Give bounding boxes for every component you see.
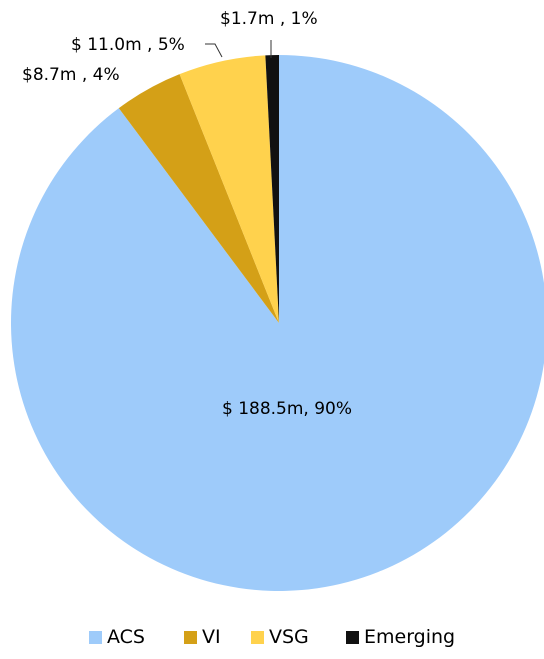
legend: ACS VI VSG Emerging	[89, 626, 455, 648]
pie-slice-vi	[118, 74, 279, 323]
pie-slices	[11, 55, 544, 591]
leader-lines	[205, 40, 272, 58]
pie-slice-acs	[11, 55, 544, 591]
legend-label-emerging: Emerging	[364, 626, 455, 648]
legend-swatch-acs	[89, 631, 102, 644]
legend-swatch-emerging	[346, 631, 359, 644]
legend-label-vsg: VSG	[269, 626, 309, 648]
pie-slice-emerging	[265, 55, 279, 323]
legend-swatch-vi	[184, 631, 197, 644]
data-label-vi: $8.7m , 4%	[22, 65, 120, 85]
legend-label-vi: VI	[202, 626, 221, 648]
data-label-acs: $ 188.5m, 90%	[222, 399, 352, 419]
data-labels: $ 188.5m, 90% $8.7m , 4% $ 11.0m , 5% $1.7m…	[22, 9, 352, 419]
leader-line-vsg	[205, 43, 223, 58]
legend-swatch-vsg	[251, 631, 264, 644]
pie-slice-vsg	[179, 55, 279, 324]
legend-label-acs: ACS	[107, 626, 145, 648]
data-label-vsg: $ 11.0m , 5%	[71, 35, 185, 55]
data-label-emerging: $1.7m , 1%	[220, 9, 318, 29]
